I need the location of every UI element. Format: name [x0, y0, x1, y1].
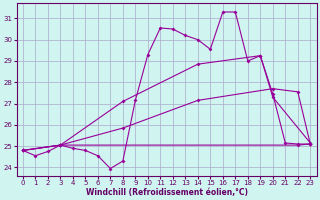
- X-axis label: Windchill (Refroidissement éolien,°C): Windchill (Refroidissement éolien,°C): [85, 188, 248, 197]
